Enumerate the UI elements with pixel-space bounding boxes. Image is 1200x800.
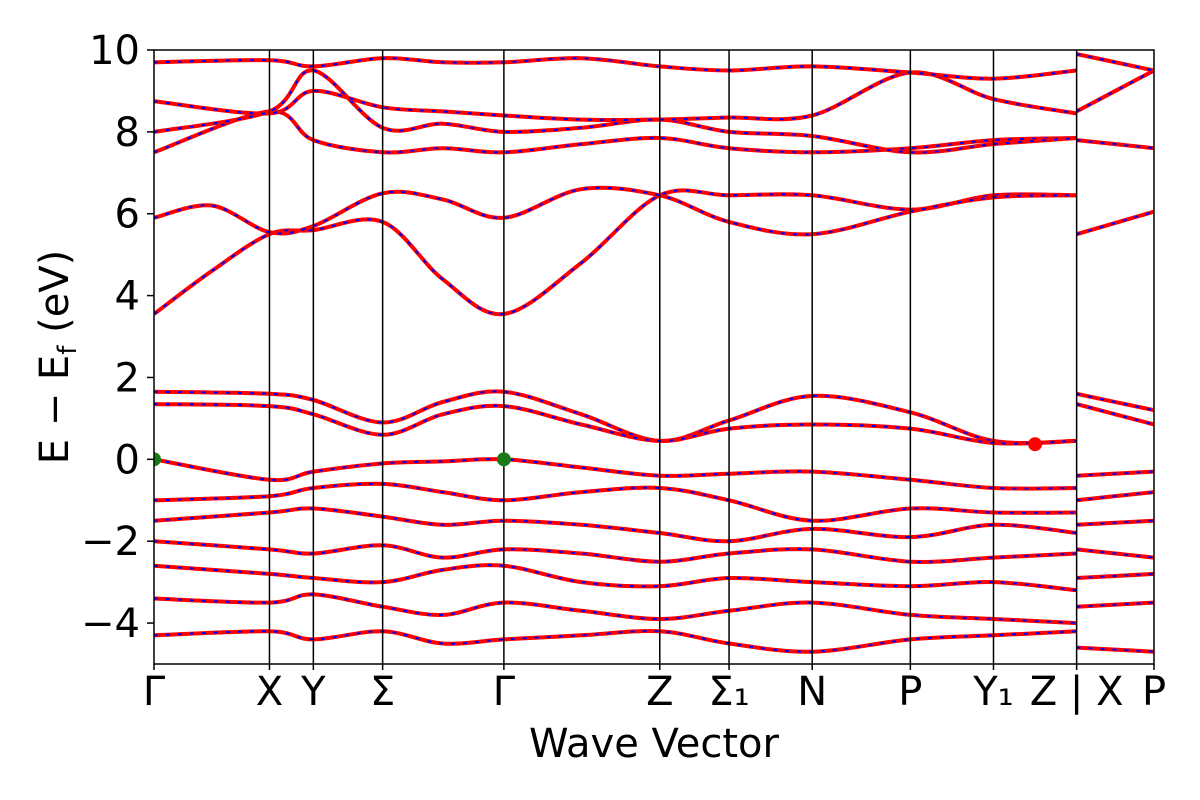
vbm-marker-0 <box>154 452 161 467</box>
band-line-26 <box>1075 68 1154 114</box>
band-overlay-2 <box>154 390 1077 445</box>
band-line-0 <box>154 188 1077 317</box>
y-tick-label-2: 0 <box>115 437 140 483</box>
y-tick-label-5: 6 <box>115 192 140 238</box>
band-extrema-markers <box>154 437 1043 467</box>
band-overlay-19 <box>1076 491 1154 502</box>
x-tick-label-3: Σ <box>370 669 395 715</box>
x-tick-label-1: X <box>256 669 283 715</box>
x-tick-label-9: Y₁ <box>972 669 1013 715</box>
band-line-2 <box>154 389 1077 446</box>
band-line-10 <box>154 629 1077 654</box>
band-line-13 <box>154 70 1077 122</box>
band-overlay-21 <box>1076 548 1154 559</box>
x-tick-label-10: Z | X <box>1030 669 1124 715</box>
y-tick-label-1: −2 <box>81 519 140 565</box>
band-line-6 <box>154 506 1077 544</box>
y-axis-ticks: −4 −2 0 2 4 6 8 10 <box>81 28 154 647</box>
cbm-marker-2 <box>1028 437 1043 452</box>
band-overlay-20 <box>1076 519 1154 526</box>
bands-layer <box>154 52 1154 654</box>
y-axis-label: E − Ef (eV) <box>32 250 83 465</box>
x-axis-label: Wave Vector <box>529 721 780 767</box>
band-line-7 <box>154 539 1077 564</box>
vbm-marker-1 <box>496 452 511 467</box>
y-axis-label-subscript: f <box>53 345 83 355</box>
band-overlay-18 <box>1076 470 1154 477</box>
band-overlay-25 <box>1076 139 1154 150</box>
band-overlay-11 <box>154 110 1077 154</box>
band-overlay-6 <box>154 507 1077 543</box>
y-tick-label-0: −4 <box>81 601 140 647</box>
y-tick-label-4: 4 <box>115 274 140 320</box>
x-axis-ticks: Γ X Y Σ Γ Z Σ₁ N P Y₁ Z | X P <box>143 664 1166 715</box>
band-line-3 <box>154 402 1077 446</box>
band-line-1 <box>154 185 1077 237</box>
plot-frame <box>153 49 1155 665</box>
y-axis-label-main: E − E <box>32 355 78 465</box>
band-overlay-13 <box>154 71 1077 121</box>
x-tick-label-11: P <box>1142 669 1166 715</box>
band-overlay-1 <box>154 186 1077 236</box>
band-overlay-5 <box>154 482 1077 522</box>
band-overlay-12 <box>154 69 1077 154</box>
x-tick-label-7: N <box>797 669 827 715</box>
band-overlay-4 <box>154 458 1077 490</box>
band-overlay-22 <box>1076 572 1154 579</box>
band-overlay-3 <box>154 403 1077 445</box>
band-overlay-17 <box>1076 403 1154 426</box>
x-tick-label-0: Γ <box>143 669 166 715</box>
band-overlay-0 <box>154 189 1077 316</box>
band-line-14 <box>154 56 1077 81</box>
k-point-divider-lines <box>268 50 1078 664</box>
band-overlay-16 <box>1076 392 1154 412</box>
band-line-9 <box>154 592 1077 626</box>
y-tick-label-7: 10 <box>89 28 140 74</box>
band-overlay-24 <box>1076 646 1154 653</box>
band-overlay-27 <box>1076 53 1154 72</box>
y-tick-label-3: 2 <box>115 355 140 401</box>
band-line-8 <box>154 563 1077 593</box>
band-overlay-23 <box>1076 601 1154 608</box>
x-tick-label-8: P <box>898 669 922 715</box>
x-tick-label-5: Z <box>646 669 673 715</box>
band-overlay-15 <box>1076 210 1154 236</box>
x-tick-label-6: Σ₁ <box>708 669 749 715</box>
band-line-4 <box>154 457 1077 491</box>
y-tick-label-6: 8 <box>115 110 140 156</box>
band-line-5 <box>154 481 1077 523</box>
x-tick-label-4: Γ <box>493 669 516 715</box>
x-tick-label-2: Y <box>300 669 326 715</box>
y-axis-label-unit: (eV) <box>32 250 78 346</box>
